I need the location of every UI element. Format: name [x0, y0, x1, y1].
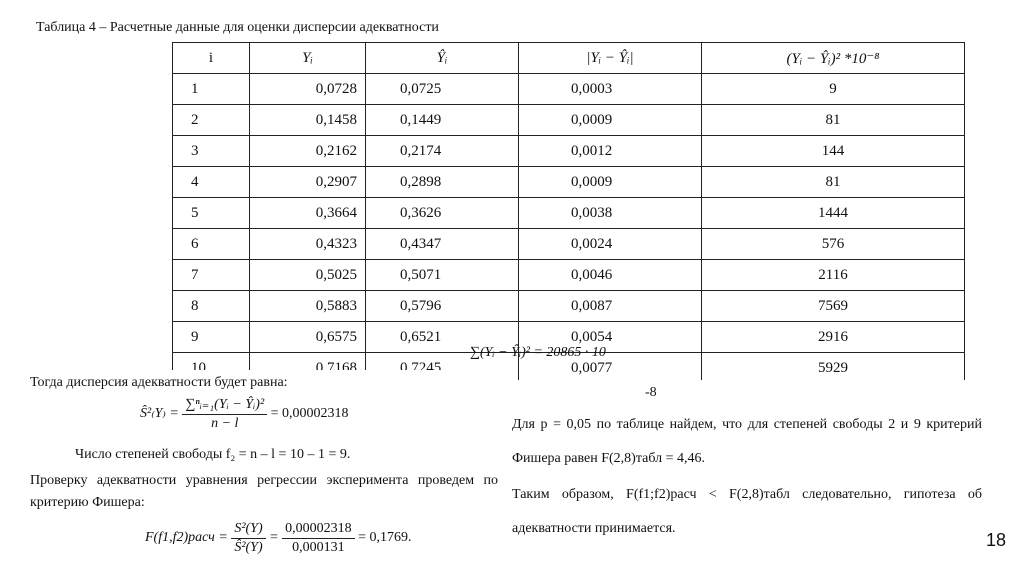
cell: 0,0012	[518, 135, 702, 167]
cell: 9	[701, 73, 965, 105]
page-number: 18	[986, 530, 1007, 550]
fraction: ∑ⁿᵢ₌₁(Yᵢ − Ŷᵢ)² n − l	[182, 396, 268, 432]
cell: 7569	[701, 290, 965, 322]
cell: 6	[172, 228, 250, 260]
cell: Yᵢ	[249, 42, 366, 74]
cell: 0,0009	[518, 104, 702, 136]
cell: (Yᵢ − Ŷᵢ)² *10⁻⁸	[701, 42, 965, 74]
cell: 0,0725	[365, 73, 519, 105]
cell: 0,0087	[518, 290, 702, 322]
cell: i	[172, 42, 250, 74]
cell: 2	[172, 104, 250, 136]
cell: 0,5796	[365, 290, 519, 322]
cell: 0,2898	[365, 166, 519, 198]
cell: 144	[701, 135, 965, 167]
formula-part: = 0,1769.	[358, 530, 412, 546]
table: i Yᵢ Ŷᵢ |Yᵢ − Ŷᵢ| (Yᵢ − Ŷᵢ)² *10⁻⁸ 1 0,0728 0,0…	[172, 42, 965, 384]
cell: Ŷᵢ	[365, 42, 519, 74]
cell: 0,5025	[249, 259, 366, 291]
cell: 576	[701, 228, 965, 260]
cell: 0,5883	[249, 290, 366, 322]
cell: 81	[701, 104, 965, 136]
paragraph: Проверку адекватности уравнения регресси…	[30, 473, 498, 510]
exponent: -8	[645, 385, 657, 400]
cell: 0,4347	[365, 228, 519, 260]
numerator: 0,00002318	[282, 520, 355, 539]
cell: 0,2162	[249, 135, 366, 167]
table-row: 4 0,2907 0,2898 0,0009 81	[172, 166, 965, 198]
left-panel: Тогда дисперсия адекватности будет равна…	[20, 370, 500, 566]
table-row: 6 0,4323 0,4347 0,0024 576	[172, 228, 965, 260]
denominator: Ŝ²(Y)	[234, 539, 263, 555]
header-row: i Yᵢ Ŷᵢ |Yᵢ − Ŷᵢ| (Yᵢ − Ŷᵢ)² *10⁻⁸	[172, 42, 965, 74]
cell: 0,2907	[249, 166, 366, 198]
cell: 81	[701, 166, 965, 198]
cell: 0,0728	[249, 73, 366, 105]
cell: 0,1449	[365, 104, 519, 136]
cell: 2116	[701, 259, 965, 291]
table-row: 8 0,5883 0,5796 0,0087 7569	[172, 290, 965, 322]
caption: Таблица 4 – Расчетные данные для оценки …	[36, 20, 439, 35]
table-row: 3 0,2162 0,2174 0,0012 144	[172, 135, 965, 167]
cell: 0,1458	[249, 104, 366, 136]
cell: 0,4323	[249, 228, 366, 260]
cell: 0,0024	[518, 228, 702, 260]
numerator: ∑ⁿᵢ₌₁(Yᵢ − Ŷᵢ)²	[182, 396, 268, 415]
cell: 0,6575	[249, 321, 366, 353]
formula-part: Ŝ²₍Y₎ =	[140, 406, 179, 422]
formula: Ŝ²₍Y₎ = ∑ⁿᵢ₌₁(Yᵢ − Ŷᵢ)² n − l = 0,0000231…	[140, 396, 349, 432]
text: Число степеней свободы f₂ = n – l = 10 –…	[75, 447, 351, 462]
paragraph: Таким образом, F(f1;f2)расч < F(2,8)табл…	[512, 487, 982, 536]
cell: 0,5071	[365, 259, 519, 291]
text: Тогда дисперсия адекватности будет равна…	[30, 375, 288, 390]
paragraph: Для p = 0,05 по таблице найдем, что для …	[512, 417, 982, 466]
cell: 4	[172, 166, 250, 198]
cell: 9	[172, 321, 250, 353]
cell: 5	[172, 197, 250, 229]
cell: 0,0038	[518, 197, 702, 229]
numerator: S²(Y)	[231, 520, 266, 539]
cell: 3	[172, 135, 250, 167]
table-row: 2 0,1458 0,1449 0,0009 81	[172, 104, 965, 136]
cell: 2916	[701, 321, 965, 353]
cell: 0,3664	[249, 197, 366, 229]
formula-part: = 0,00002318	[270, 406, 349, 422]
cell: 0,0009	[518, 166, 702, 198]
formula-part: F(f1,f2)расч =	[145, 530, 228, 546]
cell: 0,3626	[365, 197, 519, 229]
formula-part: =	[269, 530, 279, 546]
fraction: 0,00002318 0,000131	[282, 520, 355, 556]
sum-formula: ∑(Yᵢ − Ŷᵢ)² = 20865 · 10	[470, 345, 606, 360]
table-row: 7 0,5025 0,5071 0,0046 2116	[172, 259, 965, 291]
formula: F(f1,f2)расч = S²(Y) Ŝ²(Y) = 0,00002318 0,…	[145, 520, 411, 556]
right-panel: -8 Для p = 0,05 по таблице найдем, что д…	[500, 380, 1000, 545]
table-row: 1 0,0728 0,0725 0,0003 9	[172, 73, 965, 105]
cell: 5929	[701, 352, 965, 384]
denominator: 0,000131	[292, 539, 345, 555]
cell: 1444	[701, 197, 965, 229]
cell: 8	[172, 290, 250, 322]
cell: 0,0046	[518, 259, 702, 291]
cell: |Yᵢ − Ŷᵢ|	[518, 42, 702, 74]
denominator: n − l	[211, 415, 239, 431]
cell: 0,2174	[365, 135, 519, 167]
table-row: 5 0,3664 0,3626 0,0038 1444	[172, 197, 965, 229]
fraction: S²(Y) Ŝ²(Y)	[231, 520, 266, 556]
cell: 0,0003	[518, 73, 702, 105]
cell: 7	[172, 259, 250, 291]
cell: 1	[172, 73, 250, 105]
